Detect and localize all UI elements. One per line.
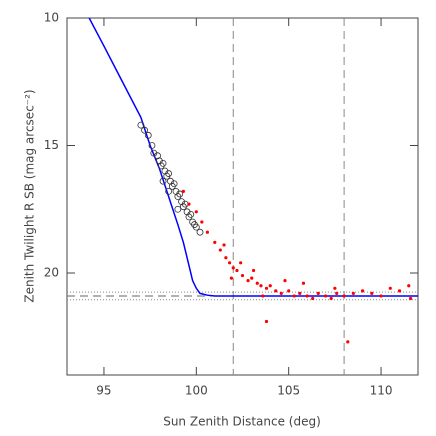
point bbox=[335, 291, 339, 295]
point bbox=[409, 296, 413, 301]
point bbox=[200, 220, 204, 224]
point bbox=[205, 230, 209, 234]
point bbox=[388, 286, 392, 290]
open-point bbox=[159, 177, 167, 185]
point bbox=[259, 284, 263, 288]
point bbox=[287, 289, 291, 293]
open-point bbox=[192, 223, 200, 231]
point bbox=[360, 289, 365, 293]
point bbox=[351, 291, 355, 295]
open-point bbox=[187, 210, 195, 218]
point bbox=[213, 240, 217, 244]
point bbox=[246, 279, 250, 283]
point bbox=[329, 296, 333, 301]
point bbox=[370, 291, 374, 295]
open-point bbox=[148, 142, 156, 149]
x-tick-label: 100 bbox=[185, 384, 208, 398]
point bbox=[301, 281, 306, 285]
y-tick-label: 15 bbox=[44, 138, 59, 152]
point bbox=[283, 279, 287, 283]
point bbox=[231, 266, 235, 270]
point bbox=[292, 294, 296, 298]
point bbox=[224, 256, 228, 260]
point bbox=[229, 276, 234, 280]
model-curve bbox=[88, 18, 418, 297]
point bbox=[261, 294, 265, 298]
open-point bbox=[176, 190, 184, 198]
point bbox=[227, 261, 232, 265]
point bbox=[274, 289, 278, 293]
point bbox=[268, 284, 272, 288]
plot-frame bbox=[66, 17, 419, 376]
y-tick-label: 20 bbox=[44, 266, 59, 280]
point bbox=[240, 273, 245, 278]
point bbox=[316, 291, 320, 295]
point bbox=[194, 210, 198, 214]
x-tick-label: 110 bbox=[370, 384, 393, 398]
x-axis-label: Sun Zenith Distance (deg) bbox=[163, 415, 321, 429]
point bbox=[397, 289, 402, 293]
open-point bbox=[170, 180, 178, 188]
y-axis-label: Zenith Twilight R SB (mag arcsec⁻²) bbox=[23, 89, 37, 302]
point bbox=[264, 286, 269, 290]
point bbox=[239, 261, 243, 265]
point bbox=[187, 202, 191, 206]
point bbox=[250, 276, 254, 280]
point bbox=[298, 291, 302, 295]
point bbox=[324, 294, 328, 298]
point bbox=[305, 294, 309, 298]
point bbox=[279, 291, 283, 295]
point bbox=[333, 286, 337, 290]
open-point bbox=[159, 159, 167, 167]
point bbox=[218, 248, 222, 252]
point bbox=[255, 281, 259, 285]
open-point bbox=[137, 121, 145, 129]
x-tick-label: 95 bbox=[96, 384, 111, 398]
point bbox=[379, 294, 383, 298]
open-point bbox=[174, 205, 182, 213]
point bbox=[251, 268, 256, 273]
point bbox=[235, 268, 239, 273]
point bbox=[264, 319, 269, 324]
x-tick-label: 105 bbox=[277, 384, 300, 398]
open-point bbox=[165, 187, 173, 195]
point bbox=[346, 340, 350, 344]
open-point bbox=[141, 126, 148, 134]
open-point bbox=[144, 131, 152, 139]
point bbox=[311, 296, 315, 301]
point bbox=[342, 294, 346, 298]
point bbox=[181, 189, 185, 193]
point bbox=[222, 243, 226, 247]
point bbox=[407, 284, 411, 288]
open-point bbox=[196, 228, 204, 236]
open-point bbox=[165, 170, 173, 177]
y-tick-label: 10 bbox=[44, 11, 59, 25]
